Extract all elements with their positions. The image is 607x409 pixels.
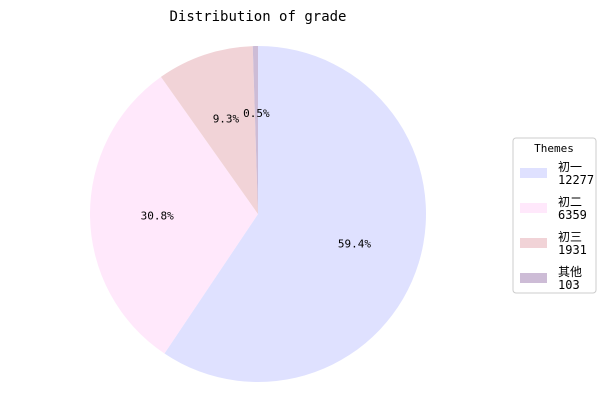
percent-label-1: 59.4% [338,237,371,250]
pie-slice-4 [252,46,258,214]
legend-count-2: 6359 [558,208,587,222]
chart-title: Distribution of grade [169,9,346,25]
legend-count-4: 103 [558,278,580,292]
legend-label-1: 初一 [558,160,582,174]
legend-title: Themes [534,142,574,155]
percent-label-3: 9.3% [213,112,240,125]
pie-slice-2 [90,76,258,354]
percent-label-4: 0.5% [243,107,270,120]
legend-swatch-4 [520,273,547,283]
legend-swatch-2 [520,203,547,213]
legend-label-4: 其他 [558,265,582,279]
legend-label-3: 初三 [558,230,582,244]
legend-swatch-1 [520,168,547,178]
legend-label-2: 初二 [558,195,582,209]
percent-labels: 59.4% 30.8% 9.3% 0.5% [141,107,372,250]
percent-label-2: 30.8% [141,209,174,222]
pie-slice-1 [164,46,427,383]
legend-count-1: 12277 [558,173,594,187]
legend-count-3: 1931 [558,243,587,257]
pie-slices [90,46,427,383]
pie-slice-3 [160,46,258,214]
legend-swatch-3 [520,238,547,248]
